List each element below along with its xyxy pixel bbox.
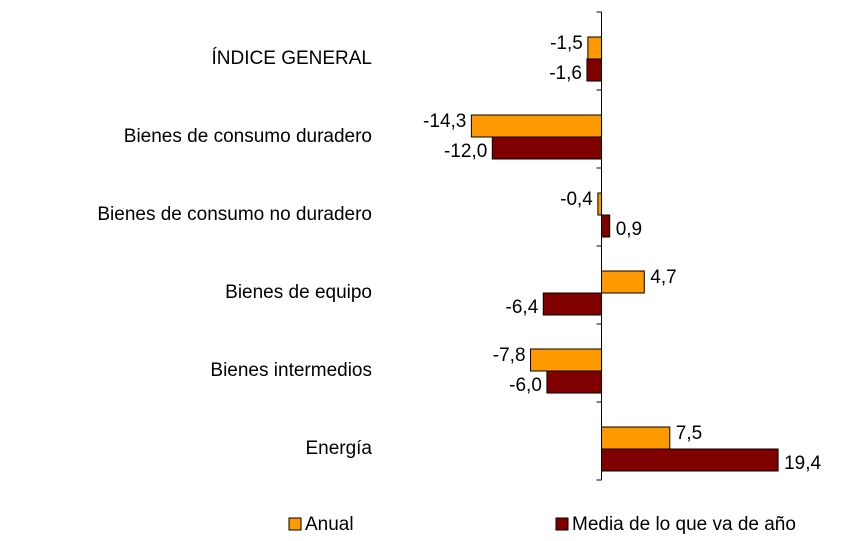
value-label: 4,7	[650, 267, 676, 288]
bar	[491, 136, 603, 160]
bar	[546, 370, 603, 394]
legend-label: Anual	[305, 514, 354, 535]
bar	[542, 292, 603, 316]
bar	[601, 270, 645, 294]
category-label: Bienes de equipo	[225, 282, 372, 303]
value-label: -6,4	[506, 297, 539, 318]
bar	[586, 58, 603, 82]
value-label: -1,5	[550, 33, 583, 54]
value-label: 19,4	[784, 453, 821, 474]
category-label: Bienes intermedios	[210, 360, 372, 381]
bar	[470, 114, 603, 138]
value-label: 0,9	[616, 219, 642, 240]
value-label: -14,3	[423, 111, 466, 132]
value-label: 7,5	[676, 423, 702, 444]
value-label: -6,0	[509, 375, 542, 396]
value-label: -0,4	[560, 189, 593, 210]
category-label: Energía	[305, 438, 372, 459]
bar	[597, 192, 603, 216]
bar	[587, 36, 603, 60]
legend-label: Media de lo que va de año	[572, 514, 796, 535]
category-label: Bienes de consumo no duradero	[97, 204, 372, 225]
bar	[601, 426, 671, 450]
value-label: -1,6	[549, 63, 582, 84]
category-label: ÍNDICE GENERAL	[212, 48, 372, 69]
value-label: -7,8	[493, 345, 526, 366]
legend-swatch	[288, 517, 302, 531]
bar	[601, 448, 779, 472]
category-label: Bienes de consumo duradero	[124, 126, 372, 147]
value-label: -12,0	[444, 141, 487, 162]
bar	[530, 348, 603, 372]
bar	[601, 214, 611, 238]
legend-swatch	[555, 517, 569, 531]
